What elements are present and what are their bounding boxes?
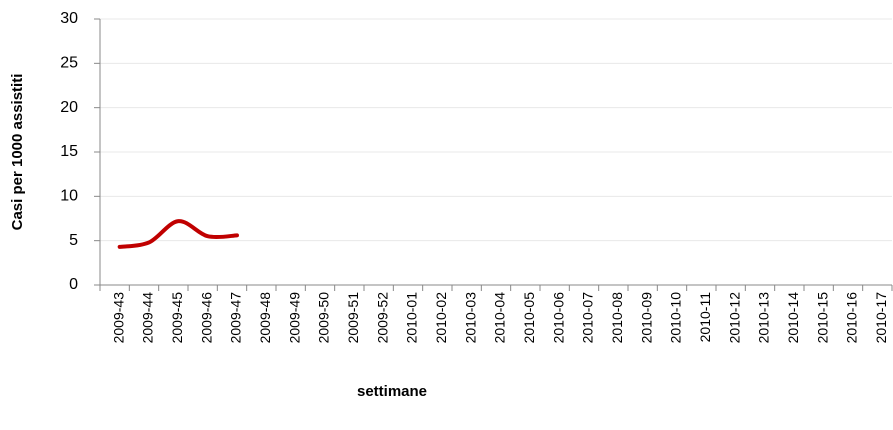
x-tick-label: 2010-11: [697, 292, 713, 343]
x-tick-label: 2009-50: [316, 292, 332, 344]
x-tick-label: 2010-17: [873, 292, 889, 344]
x-tick-label: 2010-10: [668, 292, 684, 344]
x-tick-label: 2010-14: [785, 292, 801, 344]
x-tick-label: 2009-52: [374, 292, 390, 344]
x-tick-label: 2009-44: [140, 292, 156, 344]
y-axis-label: Casi per 1000 assistiti: [9, 74, 26, 231]
y-tick-label: 0: [69, 276, 78, 293]
x-tick-label: 2010-12: [726, 292, 742, 344]
x-tick-label: 2010-05: [521, 292, 537, 344]
x-tick-label: 2010-02: [433, 292, 449, 344]
y-tick-label: 5: [69, 232, 78, 249]
x-tick-label: 2009-51: [345, 292, 361, 344]
x-tick-label: 2010-01: [404, 292, 420, 344]
x-tick-label: 2009-48: [257, 292, 273, 344]
x-tick-label: 2009-49: [286, 292, 302, 344]
x-tick-label: 2010-16: [844, 292, 860, 344]
x-tick-label: 2010-04: [492, 292, 508, 344]
x-tick-label: 2010-03: [462, 292, 478, 344]
series-line: [117, 219, 239, 249]
y-tick-label: 30: [60, 10, 78, 27]
x-tick-label: 2009-47: [228, 292, 244, 344]
x-axis-label: settimane: [357, 383, 427, 400]
y-tick-label: 15: [60, 143, 78, 160]
x-tick-label: 2010-09: [638, 292, 654, 344]
x-tick-label: 2010-07: [580, 292, 596, 344]
x-tick-label: 2010-13: [756, 292, 772, 344]
x-tick-label: 2010-08: [609, 292, 625, 344]
y-tick-label: 10: [60, 188, 78, 205]
x-tick-label: 2009-45: [169, 292, 185, 344]
x-tick-label: 2010-15: [814, 292, 830, 344]
x-tick-label: 2009-46: [198, 292, 214, 344]
y-tick-label: 20: [60, 99, 78, 116]
y-tick-label: 25: [60, 55, 78, 72]
x-tick-label: 2010-06: [550, 292, 566, 344]
x-tick-label: 2009-43: [110, 292, 126, 344]
